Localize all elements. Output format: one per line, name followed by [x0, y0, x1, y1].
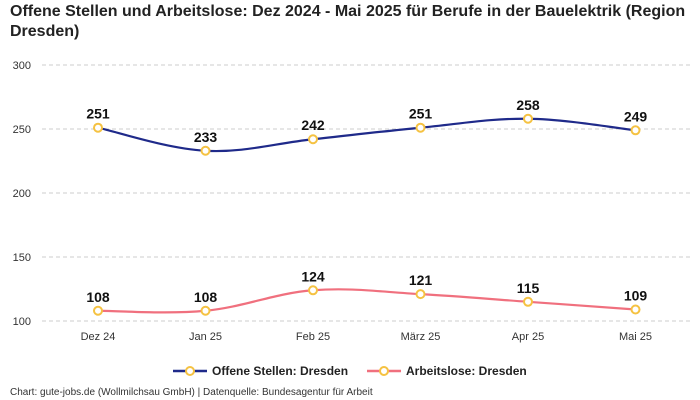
data-point-marker[interactable]	[523, 113, 533, 124]
data-point-marker[interactable]	[308, 285, 318, 296]
legend-item-series-1[interactable]: Offene Stellen: Dresden	[172, 362, 348, 380]
data-point-marker[interactable]	[93, 305, 103, 316]
data-point-marker[interactable]	[200, 145, 211, 156]
data-label: 258	[516, 97, 540, 113]
data-point-marker[interactable]	[200, 305, 211, 316]
data-label: 121	[409, 272, 433, 288]
data-label: 109	[624, 287, 648, 303]
x-tick-label: Apr 25	[512, 331, 544, 343]
data-labels: 251 233 242 251 258 249 108 108 124 121 115 109	[86, 97, 647, 305]
grid-lines	[42, 64, 692, 322]
y-axis-tick-labels: 100 150 200 250 300	[13, 60, 31, 328]
data-label: 233	[194, 129, 218, 145]
data-label: 108	[194, 289, 218, 305]
x-tick-label: Mai 25	[619, 331, 652, 343]
x-axis-tick-labels: Dez 24 Jan 25 Feb 25 März 25 Apr 25 Mai 25	[81, 331, 652, 343]
x-tick-label: Jan 25	[189, 331, 222, 343]
legend-swatch-series-2-icon	[367, 366, 401, 376]
y-tick-label: 250	[13, 124, 31, 136]
x-tick-label: Feb 25	[296, 331, 330, 343]
data-label: 251	[86, 106, 110, 122]
data-point-marker[interactable]	[630, 125, 641, 136]
data-point-marker[interactable]	[630, 304, 641, 315]
y-tick-label: 150	[13, 252, 31, 264]
footer-source: Chart: gute-jobs.de (Wollmilchsau GmbH) …	[10, 387, 373, 398]
data-point-marker[interactable]	[523, 296, 533, 307]
data-label: 249	[624, 108, 648, 124]
series-markers	[93, 113, 641, 316]
series-line-2	[97, 288, 636, 314]
legend-label-series-2: Arbeitslose: Dresden	[406, 364, 527, 378]
y-tick-label: 200	[13, 188, 31, 200]
y-tick-label: 100	[13, 316, 31, 328]
y-tick-label: 300	[13, 60, 31, 72]
data-point-marker[interactable]	[415, 122, 426, 133]
legend: Offene Stellen: Dresden Arbeitslose: Dre…	[0, 362, 700, 380]
data-point-marker[interactable]	[415, 289, 426, 300]
data-label: 115	[517, 280, 540, 296]
legend-swatch-series-1-icon	[173, 366, 207, 376]
data-point-marker[interactable]	[93, 122, 103, 133]
series-line-1	[97, 117, 636, 153]
legend-label-series-1: Offene Stellen: Dresden	[212, 364, 349, 378]
data-label: 251	[409, 106, 433, 122]
data-label: 242	[301, 117, 325, 133]
legend-item-series-2[interactable]: Arbeitslose: Dresden	[366, 362, 527, 380]
data-label: 108	[86, 289, 110, 305]
x-tick-label: Dez 24	[81, 331, 116, 343]
series-lines	[97, 117, 636, 314]
data-label: 124	[301, 268, 325, 284]
chart-title: Offene Stellen und Arbeitslose: Dez 2024…	[10, 3, 686, 40]
x-tick-label: März 25	[401, 331, 441, 343]
data-point-marker[interactable]	[308, 134, 318, 145]
